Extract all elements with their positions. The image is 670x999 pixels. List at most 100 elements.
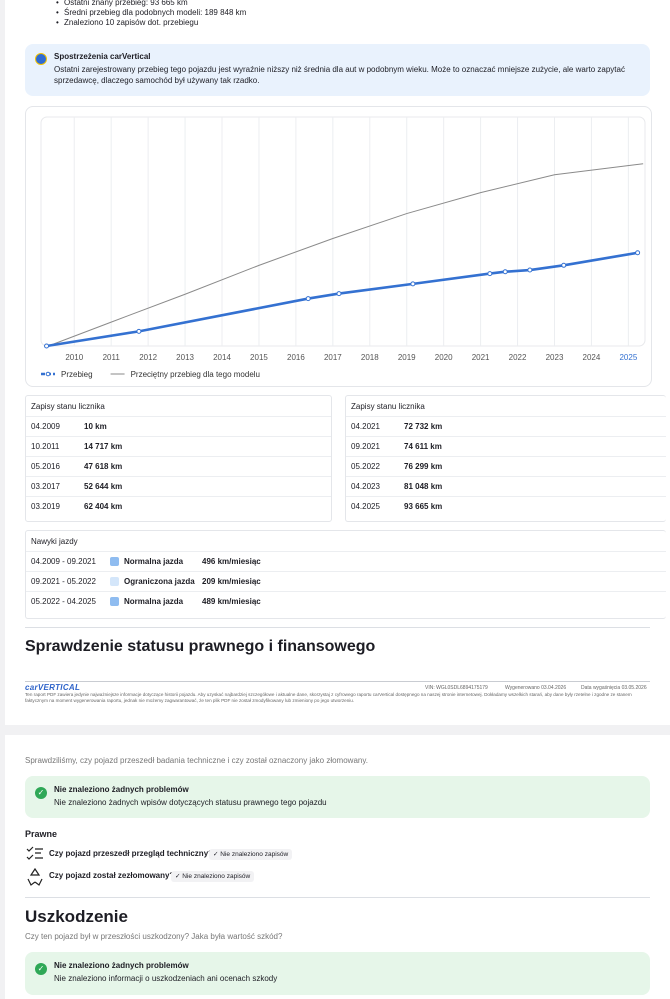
x-tick-label: 2010 bbox=[65, 353, 83, 362]
table-title: Nawyki jazdy bbox=[31, 537, 78, 546]
table-row: 04.2009 10 km bbox=[26, 416, 331, 437]
record-date: 05.2022 bbox=[351, 462, 380, 471]
legal-intro: Sprawdziliśmy, czy pojazd przeszedł bada… bbox=[25, 756, 368, 765]
x-tick-label: 2013 bbox=[176, 353, 194, 362]
record-mileage: 47 618 km bbox=[84, 462, 123, 471]
driving-table: Nawyki jazdy 04.2009 - 09.2021 Normalna ja… bbox=[25, 530, 666, 619]
table-row: 09.2021 74 611 km bbox=[346, 436, 666, 457]
record-mileage: 74 611 km bbox=[404, 442, 442, 451]
table-row: 04.2023 81 048 km bbox=[346, 476, 666, 497]
page-two: Sprawdziliśmy, czy pojazd przeszedł bada… bbox=[5, 735, 670, 999]
footer-expires: Data wygaśnięcia 03.05.2026 bbox=[581, 685, 647, 691]
habit-rate: 489 km/miesiąc bbox=[202, 597, 261, 606]
mileage-point bbox=[502, 269, 508, 275]
table-row: 05.2022 76 299 km bbox=[346, 456, 666, 477]
legend-label: Przeciętny przebieg dla tego modelu bbox=[131, 370, 260, 379]
table-row: 10.2011 14 717 km bbox=[26, 436, 331, 457]
page-one: • Ostatni znany przebieg: 93 665 km • Średn… bbox=[5, 0, 670, 725]
records-table: Zapisy stanu licznika 04.2021 72 732 km 09.… bbox=[345, 395, 666, 522]
x-tick-label: 2020 bbox=[435, 353, 453, 362]
record-date: 05.2016 bbox=[31, 462, 60, 471]
chart-card: 2010 2011 2012 2013 2014 2015 2016 2017 2018 2019… bbox=[25, 106, 652, 387]
period: 05.2022 - 04.2025 bbox=[31, 597, 96, 606]
mileage-line bbox=[46, 251, 638, 348]
habit-swatch bbox=[110, 597, 119, 606]
record-date: 04.2023 bbox=[351, 482, 380, 491]
footer-note: Ten raport PDF zawiera jedynie najważnie… bbox=[25, 692, 632, 703]
table-title: Zapisy stanu licznika bbox=[31, 402, 105, 411]
record-date: 04.2025 bbox=[351, 502, 380, 511]
habit-label: Normalna jazda bbox=[124, 557, 184, 566]
check-badge: ✓ Nie znaleziono zapisów bbox=[171, 871, 255, 882]
badge-text: Nie znaleziono zapisów bbox=[220, 851, 289, 858]
table-row: 04.2009 - 09.2021 Normalna jazda 496 km/mi… bbox=[26, 551, 666, 572]
x-tick-label: 2015 bbox=[250, 353, 268, 362]
footer-generated: Wygenerowano 03.04.2026 bbox=[505, 685, 567, 691]
period: 04.2009 - 09.2021 bbox=[31, 557, 96, 566]
record-mileage: 93 665 km bbox=[404, 502, 443, 511]
summary-bullet: • bbox=[56, 18, 59, 27]
records-table: Zapisy stanu licznika 04.2009 10 km 10.2011… bbox=[25, 395, 332, 522]
ok-text: Nie znaleziono żadnych wpisów dotyczącyc… bbox=[54, 798, 327, 807]
damage-ok-box: ✓ Nie znaleziono żadnych problemów Nie z… bbox=[25, 952, 650, 995]
mileage-point bbox=[527, 267, 533, 273]
ok-title: Nie znaleziono żadnych problemów bbox=[54, 785, 189, 794]
x-tick-label: 2023 bbox=[546, 353, 564, 362]
mileage-point bbox=[44, 343, 50, 349]
record-mileage: 81 048 km bbox=[404, 482, 443, 491]
record-mileage: 14 717 km bbox=[84, 442, 123, 451]
section-heading: Sprawdzenie statusu prawnego i finansowe… bbox=[25, 638, 376, 655]
x-tick-label: 2019 bbox=[398, 353, 416, 362]
check-icon: ✓ bbox=[35, 963, 47, 975]
record-mileage: 76 299 km bbox=[404, 462, 443, 471]
footer-rule bbox=[25, 681, 650, 682]
record-mileage: 52 644 km bbox=[84, 482, 123, 491]
table-row: 05.2022 - 04.2025 Normalna jazda 489 km/mi… bbox=[26, 591, 666, 612]
check-question: Czy pojazd przeszedł przegląd techniczny… bbox=[49, 849, 214, 858]
table-row: 03.2017 52 644 km bbox=[26, 476, 331, 497]
x-tick-label: 2012 bbox=[139, 353, 157, 362]
record-mileage: 62 404 km bbox=[84, 502, 123, 511]
habit-rate: 496 km/miesiąc bbox=[202, 557, 261, 566]
habit-rate: 209 km/miesiąc bbox=[202, 577, 261, 586]
x-tick-label: 2014 bbox=[213, 353, 231, 362]
check-badge: ✓ Nie znaleziono zapisów bbox=[209, 849, 293, 860]
record-date: 10.2011 bbox=[31, 442, 60, 451]
summary-bullet: • bbox=[56, 0, 59, 7]
mileage-point bbox=[136, 328, 142, 334]
insight-text: Ostatni zarejestrowany przebieg tego poj… bbox=[54, 65, 625, 74]
average-line bbox=[48, 163, 644, 347]
divider bbox=[25, 627, 650, 628]
table-row: 09.2021 - 05.2022 Ograniczona jazda 209 km… bbox=[26, 571, 666, 592]
ok-text: Nie znaleziono informacji o uszkodzeniac… bbox=[54, 974, 278, 983]
table-row: 04.2021 72 732 km bbox=[346, 416, 666, 437]
insight-text: sprzedawcę, dlaczego samochód był używan… bbox=[54, 76, 260, 85]
ok-title: Nie znaleziono żadnych problemów bbox=[54, 961, 189, 970]
habit-label: Ograniczona jazda bbox=[124, 577, 195, 586]
summary-bullet: • bbox=[56, 8, 59, 17]
record-mileage: 10 km bbox=[84, 422, 107, 431]
footer-logo: carVERTICAL bbox=[25, 683, 81, 692]
legend-key bbox=[45, 371, 51, 377]
x-tick-label: 2021 bbox=[472, 353, 490, 362]
record-mileage: 72 732 km bbox=[404, 422, 443, 431]
period: 09.2021 - 05.2022 bbox=[31, 577, 96, 586]
mileage-point bbox=[635, 250, 641, 256]
x-tick-label: 2011 bbox=[103, 353, 121, 362]
mileage-point bbox=[487, 271, 493, 277]
record-date: 04.2009 bbox=[31, 422, 60, 431]
mileage-point bbox=[561, 262, 567, 268]
damage-intro: Czy ten pojazd był w przeszłości uszkodz… bbox=[25, 932, 283, 941]
x-tick-label: 2025 bbox=[619, 353, 637, 362]
plot-area bbox=[40, 116, 646, 347]
check-question: Czy pojazd został zezłomowany? bbox=[49, 871, 175, 880]
footer-vin: VIN: WGL0SDL6894175179 bbox=[425, 685, 488, 691]
summary-item: Ostatni znany przebieg: 93 665 km bbox=[64, 0, 188, 7]
insight-title: Spostrzeżenia carVertical bbox=[54, 52, 151, 61]
x-tick-label: 2016 bbox=[287, 353, 305, 362]
recycle-icon bbox=[27, 867, 43, 886]
x-tick-label: 2017 bbox=[324, 353, 342, 362]
section-heading: Uszkodzenie bbox=[25, 907, 128, 926]
mileage-point bbox=[336, 291, 342, 297]
